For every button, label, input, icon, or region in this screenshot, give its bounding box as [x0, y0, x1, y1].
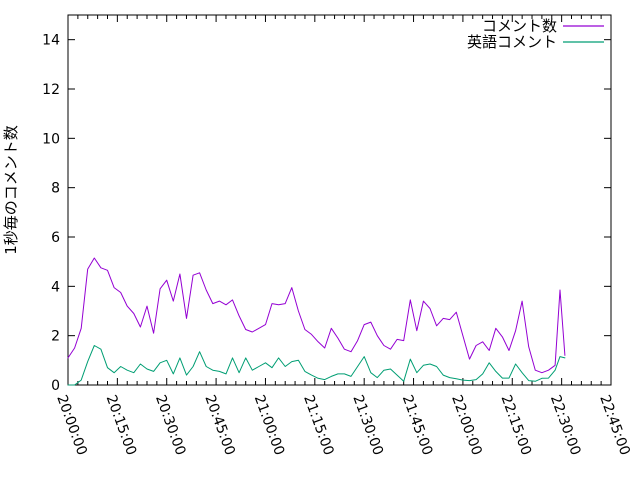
y-tick-label: 6	[51, 230, 60, 246]
series-line-comments	[67, 257, 566, 374]
y-tick-label: 12	[42, 82, 60, 98]
legend-label-comments: コメント数	[482, 17, 557, 35]
y-axis-title: 1秒毎のコメント数	[2, 125, 20, 255]
y-tick-label: 4	[51, 279, 60, 295]
y-tick-label: 8	[51, 181, 60, 197]
legend-label-english-comments: 英語コメント	[467, 33, 557, 51]
y-tick-label: 10	[42, 131, 60, 147]
y-tick-label: 0	[51, 378, 60, 394]
plot-border	[67, 14, 612, 386]
series-line-english-comments	[67, 345, 566, 386]
y-tick-label: 2	[51, 329, 60, 345]
y-tick-label: 14	[42, 33, 60, 49]
